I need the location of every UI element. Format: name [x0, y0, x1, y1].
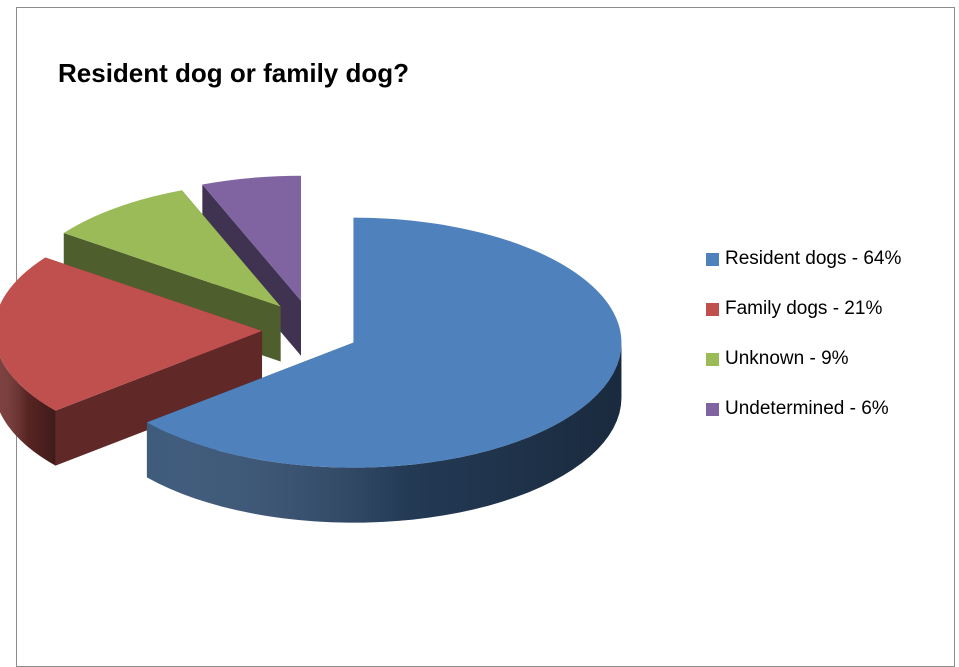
slice-top	[202, 175, 302, 301]
legend-swatch	[706, 252, 719, 266]
slice-top	[63, 190, 281, 307]
legend-item-family-dogs: Family dogs - 21%	[706, 297, 901, 321]
slice-rim-shade	[0, 357, 56, 466]
slice-rim-shade	[146, 342, 622, 523]
legend-label: Family dogs - 21%	[725, 298, 883, 319]
legend-item-resident-dogs: Resident dogs - 64%	[706, 247, 901, 271]
legend-label: Resident dogs - 64%	[725, 248, 902, 269]
legend-item-undetermined: Undetermined - 6%	[706, 397, 901, 421]
legend-swatch	[706, 402, 719, 416]
legend-swatch	[706, 352, 719, 366]
legend-item-unknown: Unknown - 9%	[706, 347, 901, 371]
slice-top	[146, 217, 622, 468]
legend-label: Undetermined - 6%	[725, 398, 889, 419]
chart-legend: Resident dogs - 64% Family dogs - 21% Un…	[706, 247, 901, 447]
legend-swatch	[706, 302, 719, 316]
legend-label: Unknown - 9%	[725, 348, 849, 369]
chart-title: Resident dog or family dog?	[58, 58, 410, 88]
pie-slice	[0, 257, 263, 466]
pie-slice	[146, 217, 622, 523]
slice-top	[0, 257, 263, 411]
